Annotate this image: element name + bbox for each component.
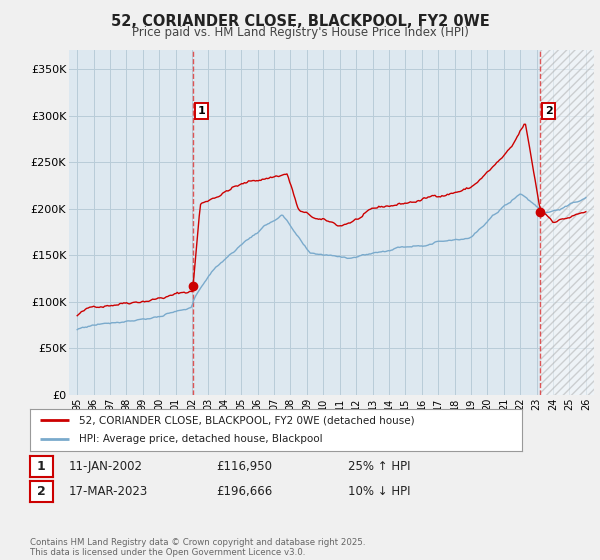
Text: Contains HM Land Registry data © Crown copyright and database right 2025.
This d: Contains HM Land Registry data © Crown c…: [30, 538, 365, 557]
Bar: [540, 50, 594, 395]
Text: 25% ↑ HPI: 25% ↑ HPI: [348, 460, 410, 473]
Text: HPI: Average price, detached house, Blackpool: HPI: Average price, detached house, Blac…: [79, 435, 323, 445]
Text: 1: 1: [197, 106, 205, 116]
Text: £116,950: £116,950: [216, 460, 272, 473]
Text: 10% ↓ HPI: 10% ↓ HPI: [348, 485, 410, 498]
Text: 1: 1: [37, 460, 46, 473]
Text: 2: 2: [545, 106, 553, 116]
Text: £196,666: £196,666: [216, 485, 272, 498]
Text: 11-JAN-2002: 11-JAN-2002: [69, 460, 143, 473]
Text: 2: 2: [37, 485, 46, 498]
Text: Price paid vs. HM Land Registry's House Price Index (HPI): Price paid vs. HM Land Registry's House …: [131, 26, 469, 39]
Text: 52, CORIANDER CLOSE, BLACKPOOL, FY2 0WE: 52, CORIANDER CLOSE, BLACKPOOL, FY2 0WE: [110, 14, 490, 29]
Text: 52, CORIANDER CLOSE, BLACKPOOL, FY2 0WE (detached house): 52, CORIANDER CLOSE, BLACKPOOL, FY2 0WE …: [79, 415, 415, 425]
Text: 17-MAR-2023: 17-MAR-2023: [69, 485, 148, 498]
